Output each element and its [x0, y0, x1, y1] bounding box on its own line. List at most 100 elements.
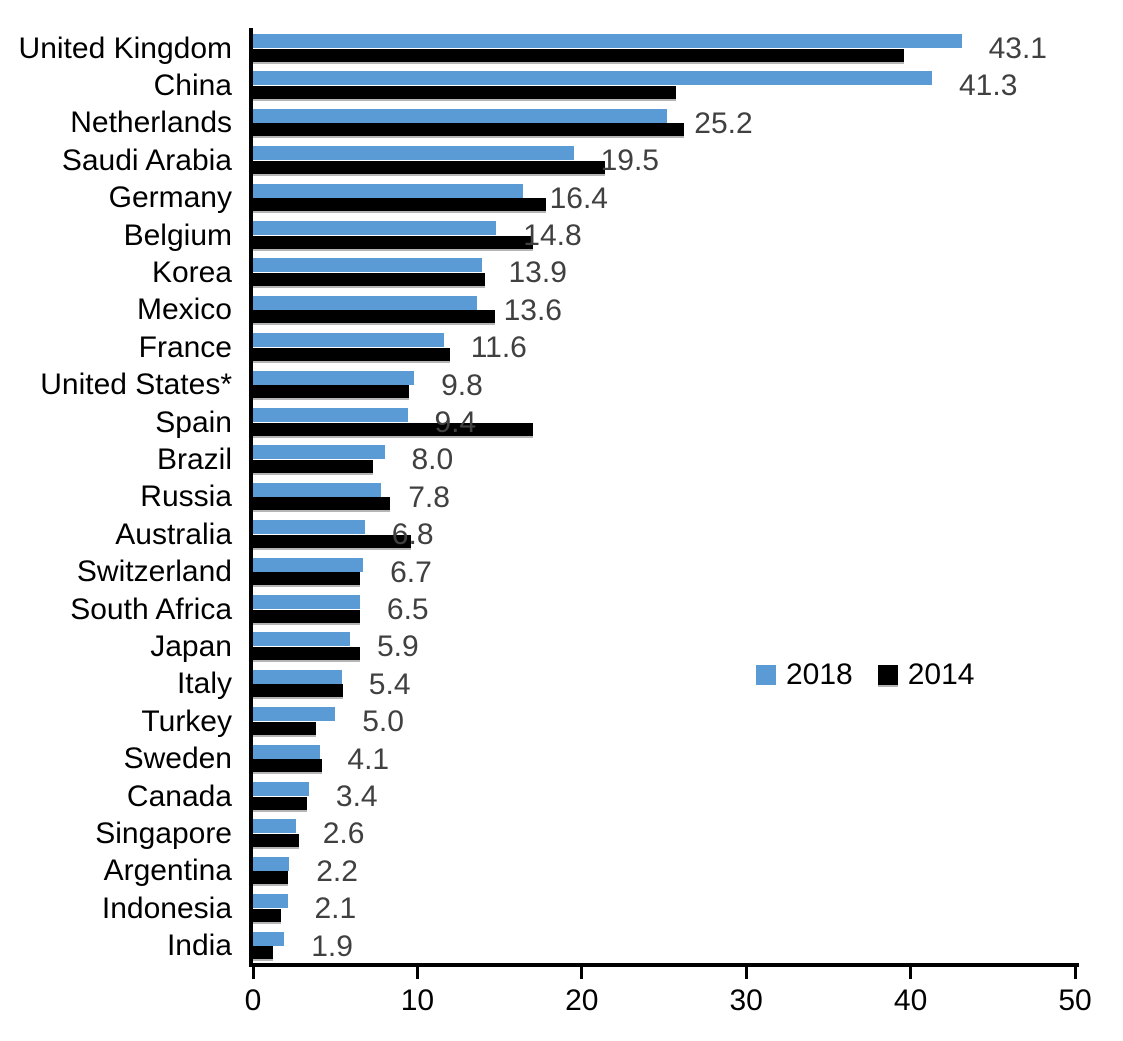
category-label: Germany: [108, 181, 232, 215]
category-label: China: [153, 69, 232, 103]
legend-swatch-2018: [756, 665, 776, 685]
value-label: 8.0: [411, 443, 454, 477]
bar-2018: [253, 782, 309, 796]
value-label: 1.9: [311, 929, 353, 963]
bar-2014: [253, 385, 410, 399]
x-tick-label: 0: [244, 984, 262, 1017]
bar-2018: [253, 744, 321, 759]
bar-2014: [253, 198, 546, 212]
bar-2014: [253, 609, 360, 623]
x-tick-label: 40: [893, 984, 928, 1017]
bar-2014: [253, 160, 605, 174]
category-label: Canada: [126, 779, 232, 813]
bar-2018: [253, 856, 290, 871]
bar-2018: [253, 34, 962, 48]
x-axis-line: [249, 963, 1079, 967]
bar-2018: [253, 146, 574, 161]
x-tick: [1073, 963, 1077, 979]
category-label: Japan: [150, 630, 232, 664]
value-label: 43.1: [988, 32, 1047, 65]
value-label: 2.1: [314, 892, 357, 926]
legend-item: 2018: [756, 658, 853, 692]
legend-label: 2014: [907, 658, 975, 691]
bar-2018: [253, 445, 385, 460]
category-label: South Africa: [70, 592, 232, 626]
value-label: 2.2: [316, 854, 358, 888]
value-label: 25.2: [694, 106, 753, 140]
category-label: Italy: [176, 667, 232, 701]
category-label: Switzerland: [76, 555, 232, 589]
bar-2018: [253, 819, 296, 834]
value-label: 4.1: [347, 742, 390, 776]
category-label: Brazil: [156, 443, 232, 477]
bar-2018: [253, 108, 668, 123]
value-label: 9.8: [441, 368, 483, 402]
category-label: Spain: [155, 405, 232, 439]
category-label: Sweden: [123, 742, 232, 776]
x-tick: [909, 963, 913, 979]
value-label: 7.8: [408, 480, 450, 514]
bar-2018: [253, 931, 285, 946]
value-label: 16.4: [549, 181, 608, 215]
value-label: 19.5: [600, 144, 659, 178]
category-label: Saudi Arabia: [61, 143, 232, 177]
value-label: 5.4: [368, 667, 411, 701]
bar-2014: [253, 534, 411, 548]
x-tick: [415, 963, 419, 979]
bar-2014: [253, 85, 676, 99]
bar-2014: [253, 347, 451, 361]
category-label: Korea: [151, 256, 232, 290]
value-label: 13.6: [503, 293, 562, 327]
value-label: 3.4: [335, 780, 378, 813]
bar-2018: [253, 408, 408, 422]
bar-2014: [253, 459, 373, 473]
category-label: Singapore: [95, 817, 232, 851]
bar-2018: [253, 71, 932, 86]
category-label: India: [166, 929, 232, 963]
legend-swatch-2014: [877, 665, 898, 685]
bar-2014: [253, 908, 281, 922]
bar-2018: [253, 258, 482, 273]
x-tick: [580, 963, 584, 979]
category-label: United States*: [40, 368, 232, 402]
y-axis-line: [249, 28, 253, 967]
x-tick-label: 20: [565, 984, 599, 1017]
bar-2018: [253, 333, 444, 348]
category-label: Indonesia: [101, 891, 232, 925]
value-label: 6.7: [390, 555, 432, 589]
x-tick-label: 10: [400, 984, 435, 1017]
bar-2014: [253, 310, 495, 324]
bar-2014: [253, 871, 288, 885]
bar-2014: [253, 422, 533, 436]
category-label: Mexico: [136, 293, 232, 327]
bar-2014: [253, 833, 299, 847]
value-label: 5.9: [377, 630, 419, 664]
bar-2018: [253, 370, 415, 385]
bar-2018: [253, 482, 382, 497]
value-label: 41.3: [959, 69, 1018, 103]
x-tick: [744, 963, 748, 979]
bar-2014: [253, 48, 904, 62]
bar-2018: [253, 632, 350, 647]
category-label: Netherlands: [70, 106, 232, 140]
bar-2014: [253, 272, 485, 286]
value-label: 5.0: [362, 705, 404, 739]
bar-2018: [253, 557, 364, 572]
value-label: 2.6: [322, 817, 365, 851]
legend: 2018 2014: [756, 658, 975, 692]
value-label: 6.8: [391, 518, 434, 552]
category-label: Belgium: [123, 218, 232, 252]
category-label: Australia: [115, 517, 232, 551]
bar-2018: [253, 221, 497, 235]
bar-2014: [253, 123, 684, 137]
bar-2014: [253, 572, 360, 586]
legend-item: 2014: [877, 658, 975, 692]
bar-2014: [253, 946, 273, 960]
bar-2018: [253, 707, 336, 722]
bar-2014: [253, 759, 322, 773]
category-label: United Kingdom: [18, 31, 232, 65]
x-tick-label: 30: [729, 984, 763, 1017]
value-label: 6.5: [386, 593, 429, 626]
x-tick-label: 50: [1058, 984, 1092, 1017]
category-label: Argentina: [103, 854, 232, 888]
